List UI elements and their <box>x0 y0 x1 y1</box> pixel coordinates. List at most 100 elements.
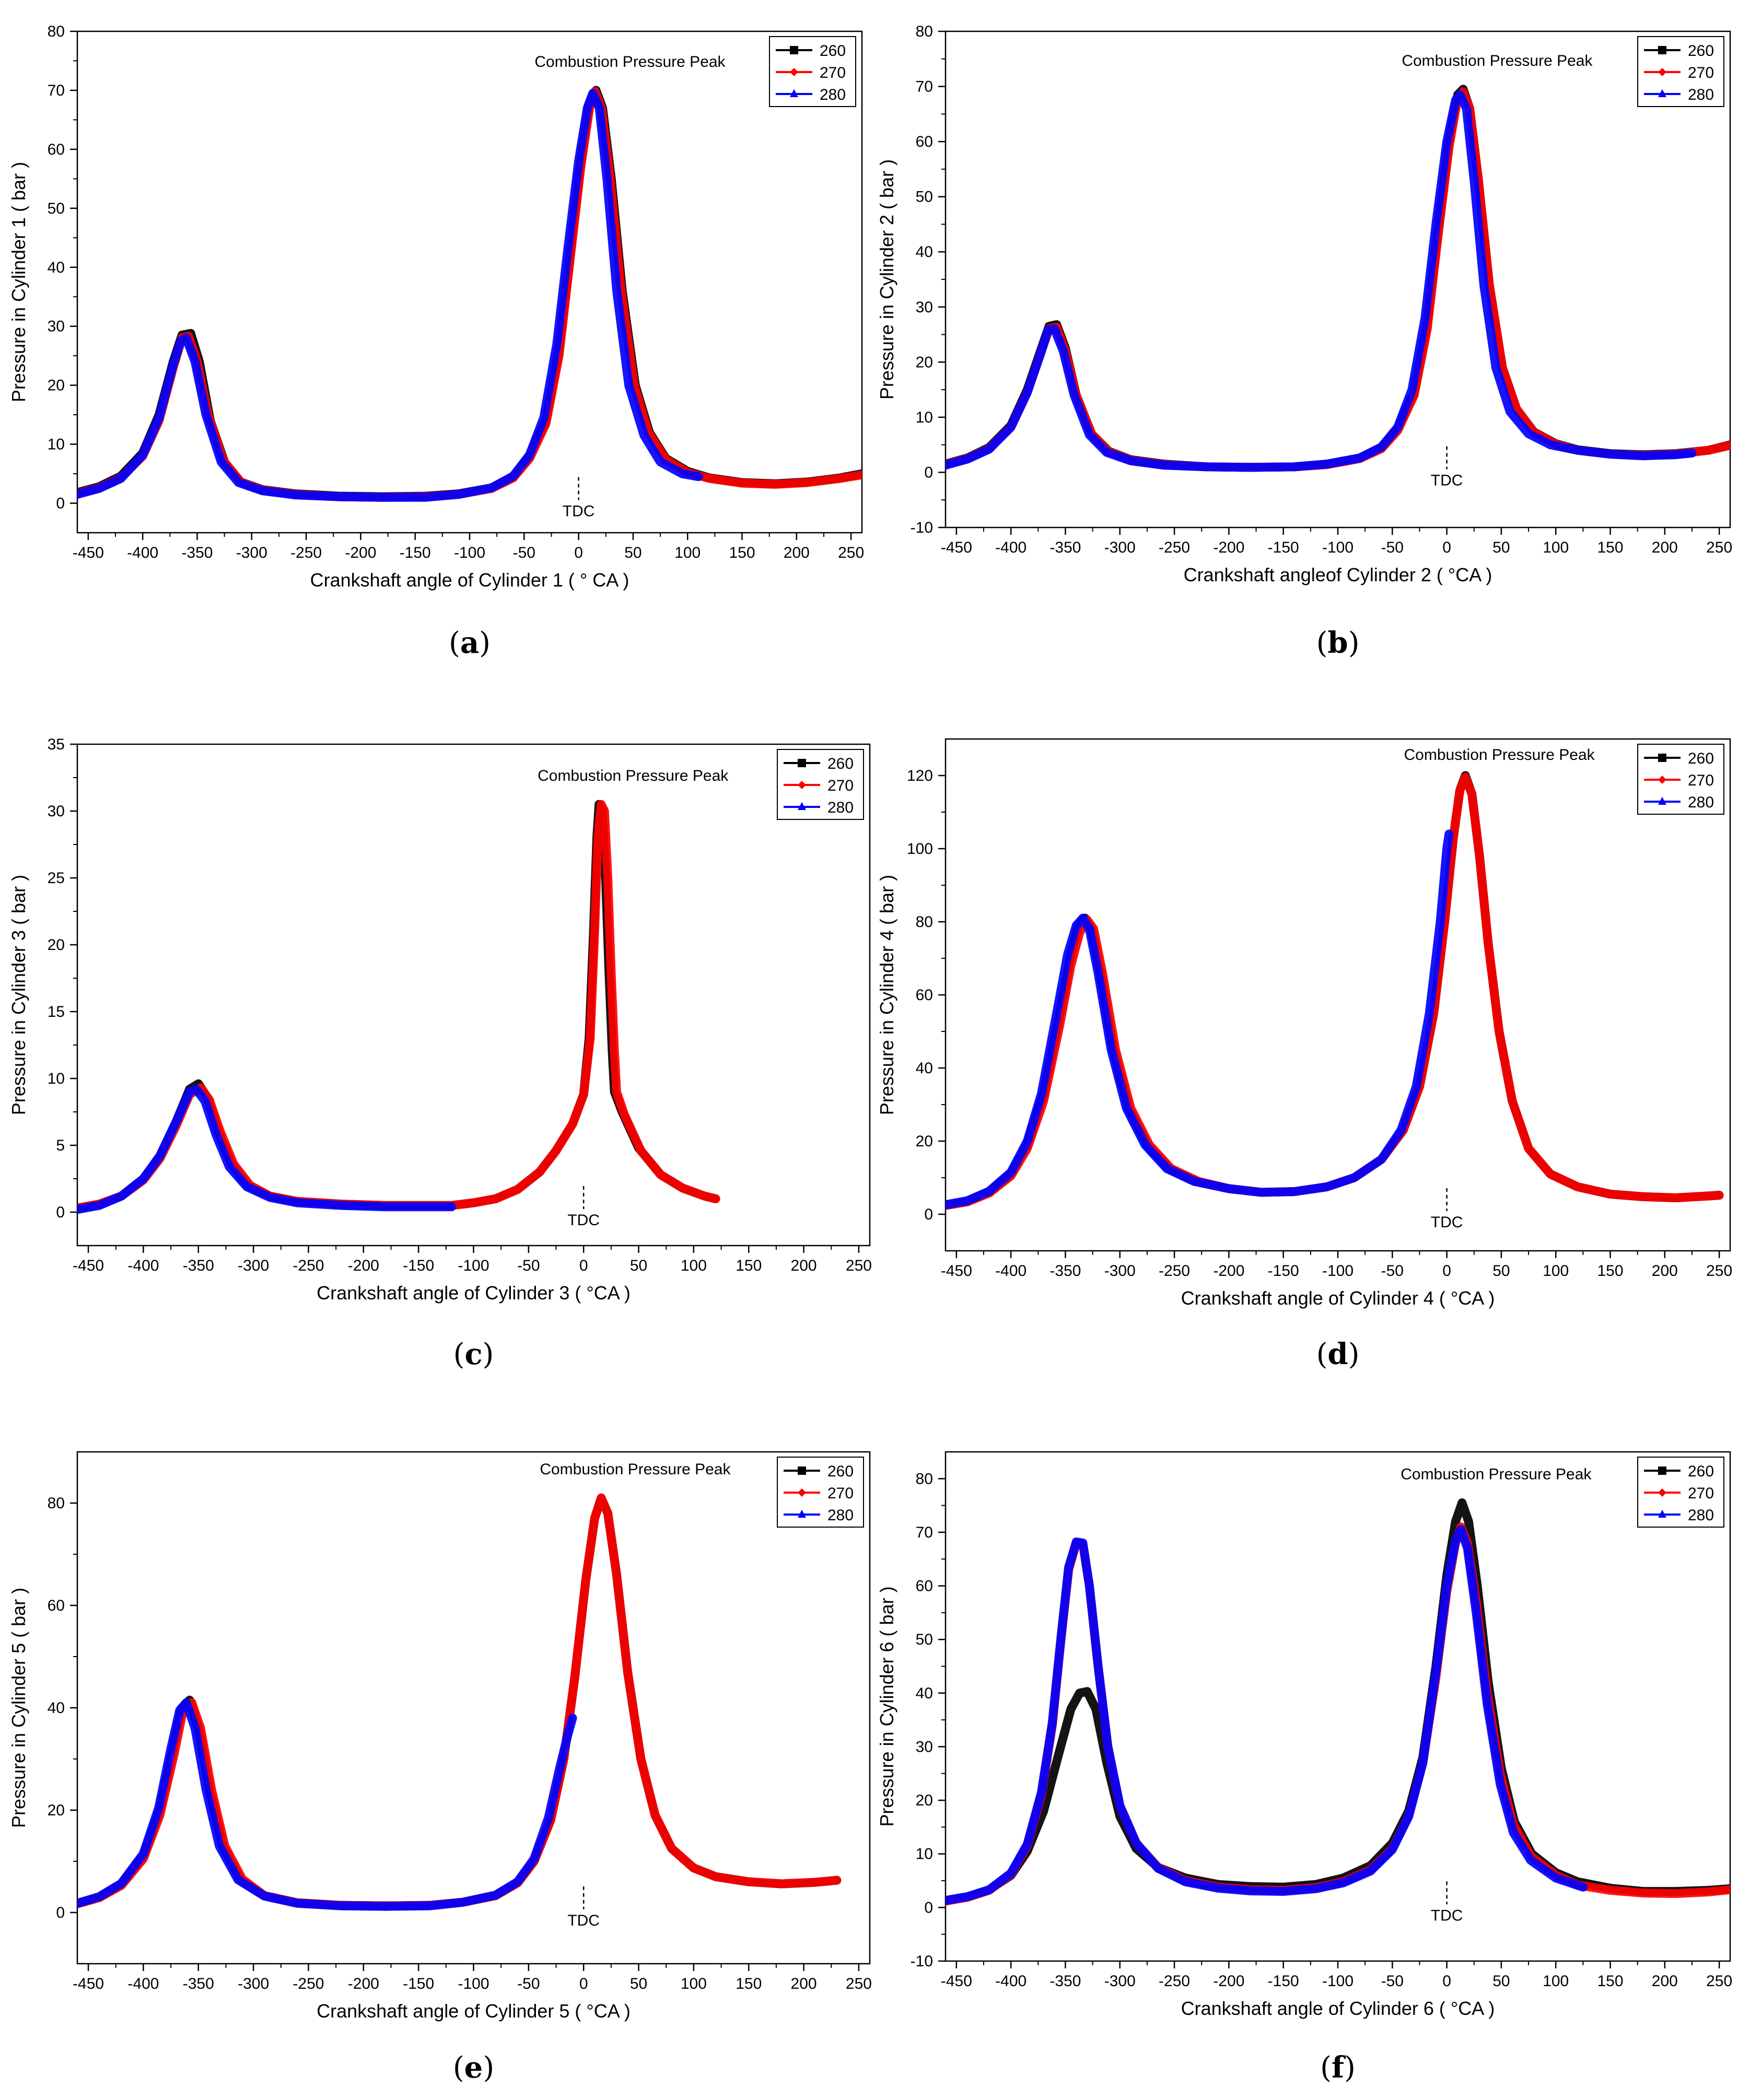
y-tick-label: 40 <box>916 1060 933 1077</box>
legend-label-260: 260 <box>1688 42 1714 60</box>
y-tick-label: 10 <box>48 1070 65 1087</box>
y-tick-label: 80 <box>48 1495 65 1512</box>
x-tick-label: 200 <box>1652 1973 1678 1990</box>
series-line-260 <box>77 86 862 501</box>
y-tick-label: 35 <box>48 736 65 753</box>
y-tick-label: 30 <box>48 318 65 335</box>
y-tick-label: 20 <box>916 354 933 371</box>
x-tick-label: 0 <box>1442 539 1451 556</box>
x-tick-label: -200 <box>348 1257 379 1274</box>
x-tick-label: 200 <box>1652 1262 1678 1280</box>
x-tick-label: -250 <box>293 1975 324 1992</box>
x-tick-label: -50 <box>517 1975 540 1992</box>
y-tick-label: 80 <box>916 1470 933 1487</box>
y-tick-label: 60 <box>48 1597 65 1614</box>
legend-marker-280 <box>1658 1509 1666 1518</box>
y-tick-label: 60 <box>916 987 933 1004</box>
y-tick-label: 60 <box>48 141 65 158</box>
x-tick-label: -400 <box>995 539 1026 556</box>
x-tick-label: 100 <box>1543 1973 1569 1990</box>
x-tick-label: -300 <box>238 1257 269 1274</box>
x-tick-label: 0 <box>1442 1262 1451 1280</box>
x-tick-label: -350 <box>183 1257 214 1274</box>
y-tick-label: 70 <box>48 82 65 99</box>
x-tick-label: -450 <box>941 1262 972 1280</box>
x-axis-label: Crankshaft angle of Cylinder 1 ( ° CA ) <box>310 569 629 591</box>
panel-caption: (b) <box>1316 626 1360 660</box>
legend-marker-260 <box>1658 754 1666 762</box>
y-tick-label: -10 <box>911 1953 933 1970</box>
x-tick-label: -200 <box>348 1975 379 1992</box>
y-tick-label: 70 <box>916 1524 933 1541</box>
legend: 260 270 280 <box>777 1457 864 1528</box>
x-tick-label: -250 <box>290 544 322 561</box>
legend-label-270: 270 <box>827 1485 854 1502</box>
y-tick-label: 15 <box>48 1003 65 1020</box>
legend: 260 270 280 <box>1637 1457 1724 1528</box>
x-tick-label: -150 <box>403 1257 434 1274</box>
y-tick-label: 60 <box>916 1578 933 1595</box>
x-tick-label: -300 <box>1104 539 1136 556</box>
x-tick-label: 200 <box>784 544 810 561</box>
y-axis-label: Pressure in Cylinder 2 ( bar ) <box>876 159 897 400</box>
x-tick-label: 50 <box>630 1257 647 1274</box>
series-line-270 <box>77 1493 842 1910</box>
x-tick-label: 150 <box>1597 1973 1623 1990</box>
x-axis-label: Crankshaft angle of Cylinder 5 ( °CA ) <box>317 2000 631 2022</box>
legend: 260 270 280 <box>769 36 856 107</box>
series-line-270 <box>946 87 1730 472</box>
x-tick-label: -400 <box>995 1262 1026 1280</box>
x-tick-label: -250 <box>1159 539 1190 556</box>
x-tick-label: -450 <box>73 544 104 561</box>
x-tick-label: 250 <box>838 544 864 561</box>
x-axis-label: Crankshaft angle of Cylinder 3 ( °CA ) <box>317 1282 631 1304</box>
x-tick-label: -400 <box>127 1975 159 1992</box>
legend-label-260: 260 <box>827 755 854 772</box>
y-tick-label: 20 <box>48 1802 65 1819</box>
x-tick-label: -50 <box>1381 1973 1404 1990</box>
y-tick-label: 20 <box>916 1792 933 1809</box>
x-tick-label: -50 <box>1381 539 1404 556</box>
y-tick-label: 10 <box>48 436 65 453</box>
legend-marker-280 <box>798 802 806 810</box>
x-tick-label: 250 <box>846 1975 872 1992</box>
y-tick-label: 50 <box>48 200 65 217</box>
legend: 260 270 280 <box>1637 744 1724 815</box>
x-tick-label: -50 <box>513 544 535 561</box>
x-tick-label: -250 <box>293 1257 324 1274</box>
y-tick-label: 60 <box>916 133 933 150</box>
y-tick-label: 40 <box>916 243 933 261</box>
panel-caption: (c) <box>453 1337 494 1371</box>
x-tick-label: -200 <box>1213 1973 1244 1990</box>
x-tick-label: 250 <box>1706 1262 1732 1280</box>
plot-area <box>946 771 1724 1210</box>
x-tick-label: -350 <box>1049 539 1081 556</box>
y-tick-label: 20 <box>48 377 65 394</box>
y-tick-label: 40 <box>48 259 65 276</box>
y-tick-label: -10 <box>911 519 933 536</box>
x-tick-label: -200 <box>1213 539 1244 556</box>
tdc-label: TDC <box>567 1912 600 1929</box>
x-tick-label: 50 <box>1492 539 1510 556</box>
legend-marker-270 <box>798 1488 806 1497</box>
y-tick-label: 50 <box>916 189 933 206</box>
series-line-260 <box>946 1498 1730 1905</box>
x-tick-label: 200 <box>791 1975 817 1992</box>
legend-label-280: 280 <box>1688 794 1714 811</box>
legend-marker-270 <box>1658 1488 1666 1497</box>
x-tick-label: 100 <box>681 1257 707 1274</box>
legend-label-270: 270 <box>1688 64 1714 81</box>
x-tick-label: 150 <box>1597 1262 1623 1280</box>
x-tick-label: -250 <box>1159 1262 1190 1280</box>
plot-frame <box>76 30 863 534</box>
series-line-280 <box>77 1698 577 1911</box>
x-tick-label: -200 <box>1213 1262 1244 1280</box>
x-tick-label: 200 <box>791 1257 817 1274</box>
legend-marker-270 <box>1658 68 1666 76</box>
x-axis-label: Crankshaft angle of Cylinder 4 ( °CA ) <box>1181 1287 1495 1309</box>
legend-marker-270 <box>798 781 806 789</box>
plot-area <box>77 1493 842 1911</box>
legend-marker-260 <box>798 1467 806 1475</box>
x-tick-label: -150 <box>1268 1262 1299 1280</box>
peak-annotation: Combustion Pressure Peak <box>538 767 729 784</box>
